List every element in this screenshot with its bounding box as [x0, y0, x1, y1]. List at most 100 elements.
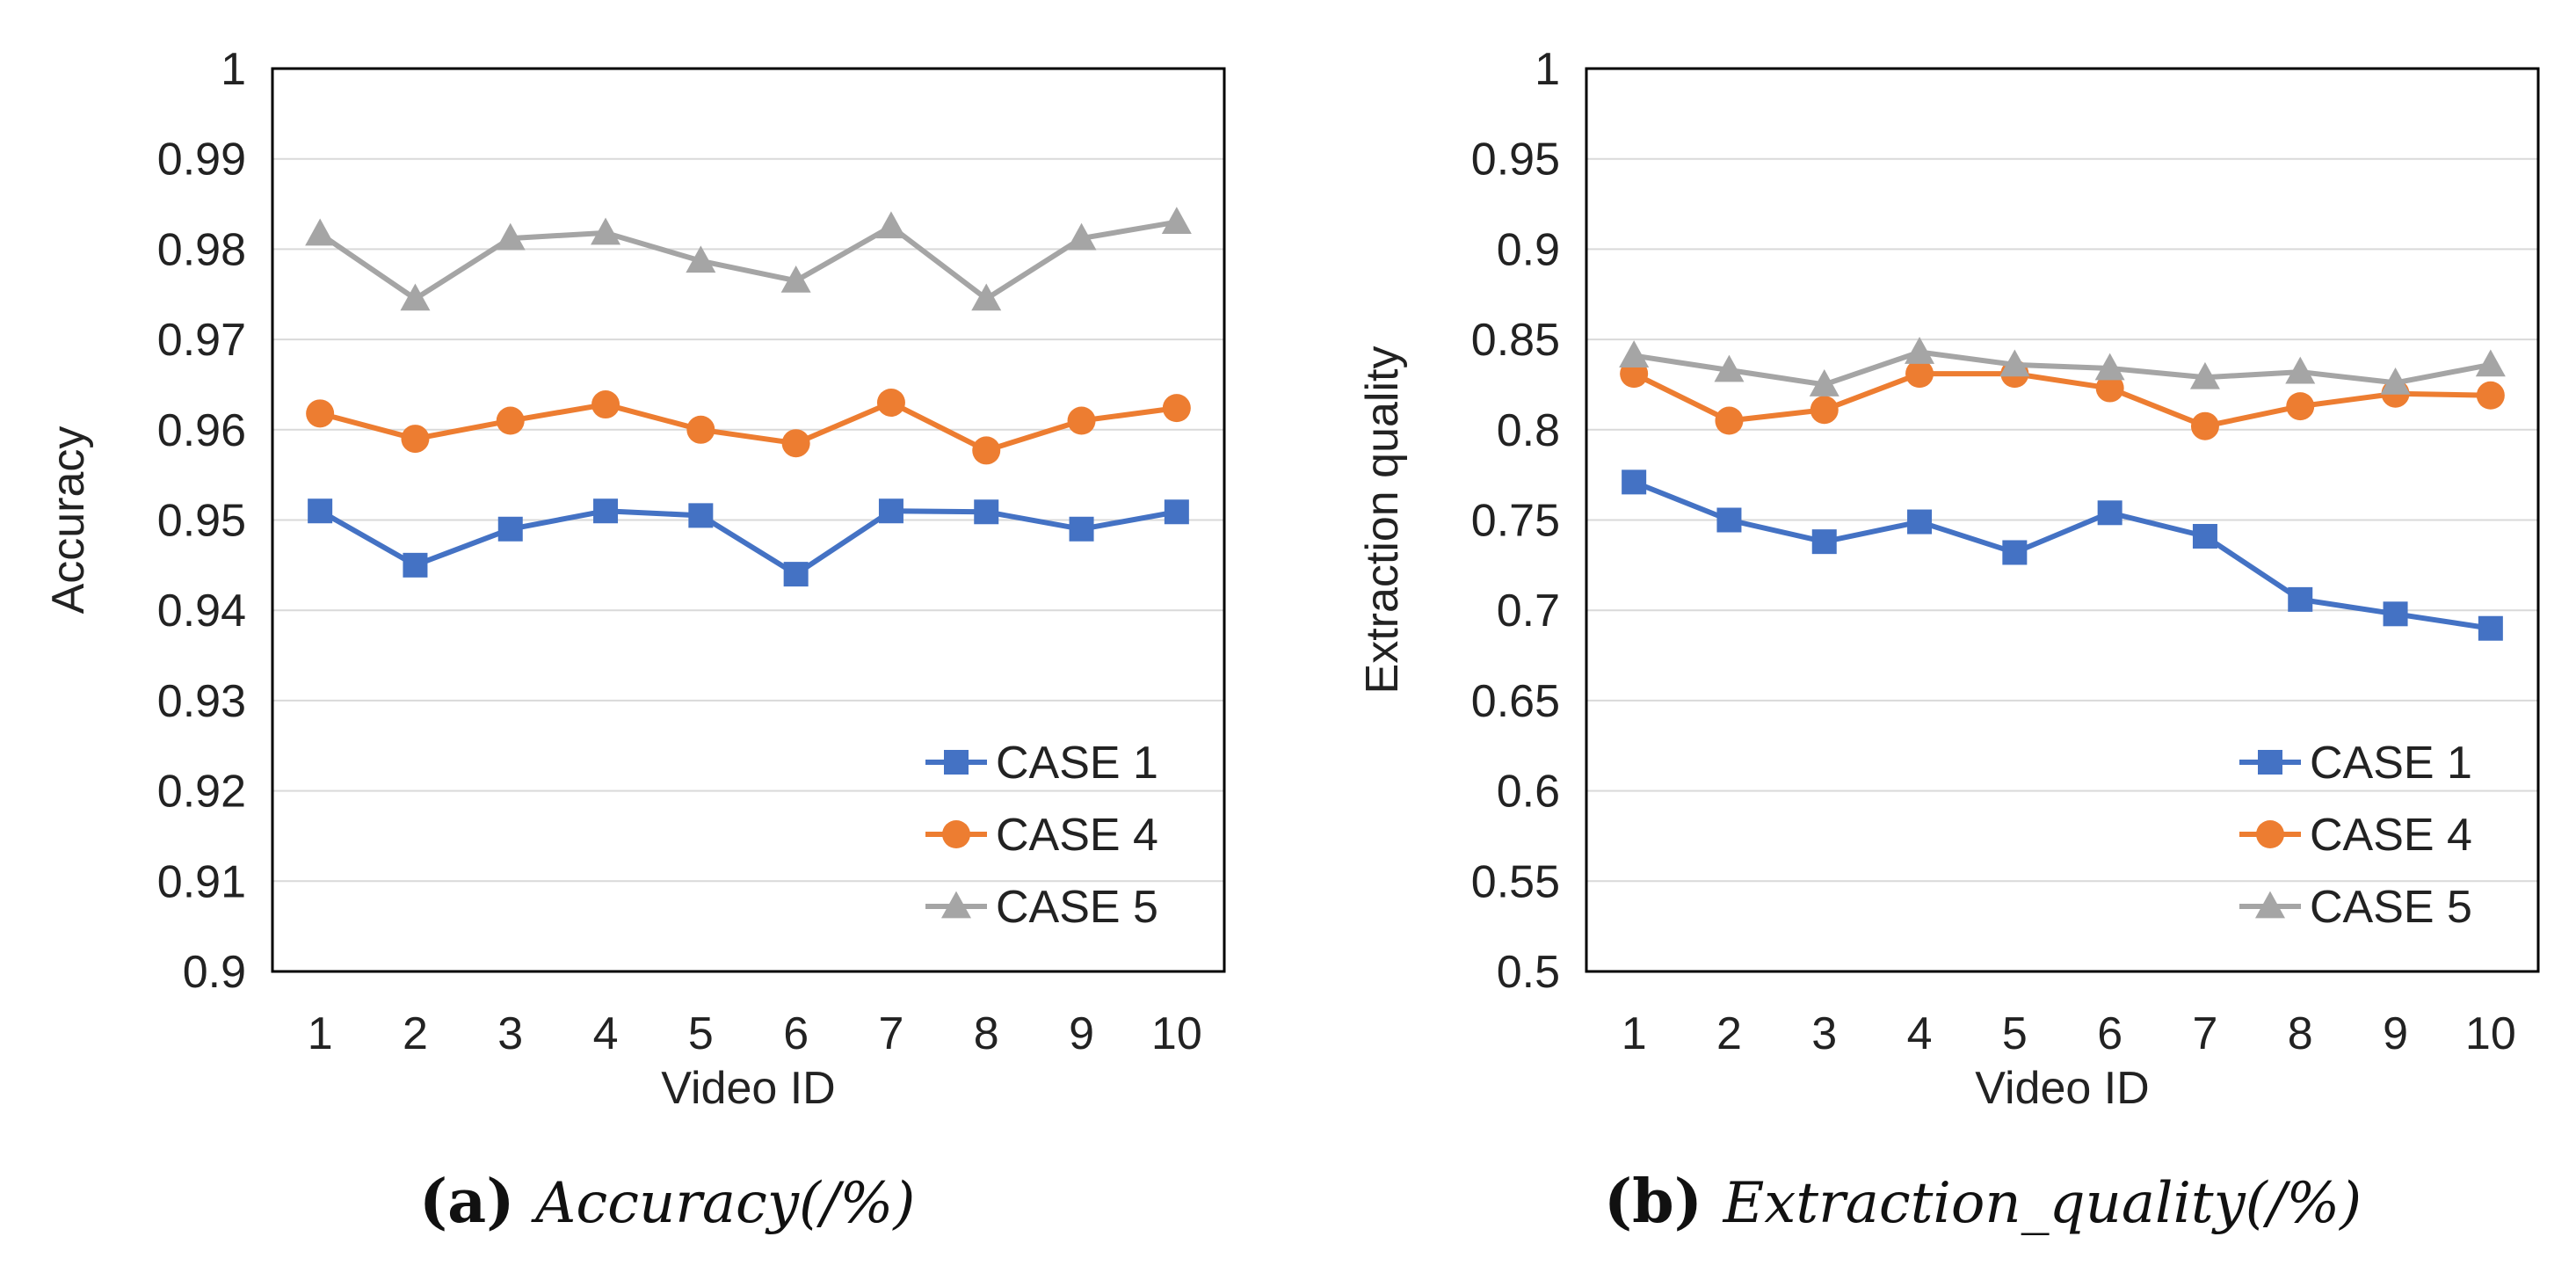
data-point-case-4: [2095, 374, 2124, 403]
data-point-case-5: [1905, 337, 1935, 364]
data-point-case-4: [1810, 396, 1839, 425]
series-line-case-5: [1633, 349, 2492, 388]
caption-label: (b): [1604, 1167, 1723, 1237]
data-point-case-4: [591, 390, 620, 419]
data-point-case-4: [2286, 392, 2315, 421]
data-point-case-4: [1067, 406, 1096, 435]
series-line-case-1: [318, 508, 1178, 578]
caption-label: (a): [419, 1167, 535, 1237]
y-tick-label: 0.98: [157, 224, 246, 275]
legend-label: CASE 1: [996, 738, 1158, 789]
y-tick-label: 0.93: [157, 676, 246, 727]
x-tick-label: 9: [2383, 1008, 2408, 1059]
data-point-case-1: [2192, 523, 2217, 549]
legend-label: CASE 5: [2310, 882, 2472, 933]
figure-caption: (b) Extraction_quality(/%): [1604, 1167, 2362, 1237]
y-tick-label: 0.99: [157, 135, 246, 185]
y-tick-label: 1: [221, 44, 246, 95]
data-point-case-1: [1716, 507, 1742, 533]
data-point-case-1: [593, 498, 619, 524]
plot-frame: [271, 67, 1226, 973]
data-point-case-1: [2002, 540, 2028, 565]
data-point-case-1: [783, 562, 809, 587]
data-point-case-1: [1164, 499, 1189, 525]
x-axis-title: Video ID: [661, 1063, 836, 1114]
legend-label: CASE 4: [996, 810, 1158, 861]
data-point-case-5: [780, 265, 811, 293]
data-point-case-1: [1069, 516, 1094, 542]
legend-label: CASE 5: [996, 882, 1158, 933]
x-tick-label: 6: [2097, 1008, 2122, 1059]
data-point-case-1: [974, 499, 999, 525]
data-point-case-5: [2285, 356, 2316, 384]
x-tick-label: 1: [1622, 1008, 1647, 1059]
y-tick-label: 0.55: [1471, 856, 1560, 907]
legend-label: CASE 4: [2310, 810, 2472, 861]
legend-marker: [944, 750, 969, 775]
data-point-case-4: [1715, 406, 1744, 435]
data-point-case-1: [308, 498, 333, 524]
data-point-case-5: [1161, 207, 1192, 234]
x-tick-label: 2: [1716, 1008, 1742, 1059]
data-point-case-4: [401, 425, 430, 454]
y-tick-label: 0.91: [157, 856, 246, 907]
y-tick-label: 0.9: [183, 947, 246, 998]
data-point-case-5: [1809, 369, 1839, 396]
x-tick-label: 1: [308, 1008, 333, 1059]
data-point-case-4: [686, 415, 715, 444]
y-tick-label: 0.96: [157, 405, 246, 456]
x-tick-label: 3: [497, 1008, 523, 1059]
data-point-case-5: [1714, 354, 1745, 382]
x-tick-label: 4: [1907, 1008, 1933, 1059]
x-tick-label: 10: [2465, 1008, 2516, 1059]
chart-accuracy: 0.9 0.91 0.92 0.93 0.94 0.95 0.96 0.97 0.98 0.99 1…: [43, 44, 1226, 1237]
series-line-case-4: [319, 399, 1178, 454]
data-point-case-1: [403, 552, 428, 578]
x-tick-label: 2: [403, 1008, 428, 1059]
data-point-case-5: [2380, 367, 2411, 395]
x-tick-label: 6: [783, 1008, 809, 1059]
plot-frame: [1585, 67, 2540, 973]
data-point-case-4: [972, 436, 1001, 465]
data-point-case-4: [2190, 411, 2219, 440]
x-tick-label: 7: [2192, 1008, 2217, 1059]
y-tick-label: 0.97: [157, 315, 246, 366]
data-point-case-4: [1905, 360, 1934, 389]
data-point-case-1: [1811, 529, 1837, 555]
series-line-case-1: [1633, 479, 2492, 631]
data-point-case-5: [1066, 222, 1097, 251]
series-line-case-4: [1632, 371, 2491, 429]
data-point-case-4: [496, 406, 525, 435]
y-tick-label: 0.65: [1471, 676, 1560, 727]
legend-marker: [2258, 750, 2282, 775]
data-point-case-5: [1999, 349, 2030, 377]
data-point-case-5: [400, 283, 431, 311]
legend-marker: [2256, 820, 2284, 848]
data-point-case-5: [1619, 340, 1650, 367]
data-point-case-5: [875, 211, 906, 239]
data-point-case-1: [688, 503, 714, 528]
data-point-case-1: [2097, 500, 2122, 526]
x-tick-label: 8: [974, 1008, 999, 1059]
data-point-case-1: [878, 498, 903, 524]
x-tick-label: 5: [2002, 1008, 2028, 1059]
data-point-case-1: [1622, 469, 1647, 495]
data-point-case-4: [876, 388, 905, 417]
data-point-case-4: [1162, 394, 1191, 423]
legend-label: CASE 1: [2310, 738, 2472, 789]
y-tick-label: 1: [1535, 44, 1560, 95]
chart-extraction-quality: 0.5 0.55 0.6 0.65 0.7 0.75 0.8 0.85 0.9 0.95 1 1 2 3 4…: [1357, 44, 2540, 1237]
y-tick-label: 0.7: [1497, 586, 1560, 636]
y-tick-label: 0.75: [1471, 496, 1560, 547]
x-tick-label: 8: [2288, 1008, 2313, 1059]
data-point-case-4: [781, 429, 810, 458]
y-tick-label: 0.92: [157, 767, 246, 818]
y-tick-label: 0.94: [157, 586, 246, 636]
y-tick-label: 0.95: [157, 496, 246, 547]
data-point-case-1: [2288, 586, 2313, 612]
data-point-case-1: [1907, 509, 1933, 535]
data-point-case-4: [306, 399, 335, 428]
y-tick-label: 0.95: [1471, 135, 1560, 185]
data-point-case-5: [686, 245, 716, 273]
